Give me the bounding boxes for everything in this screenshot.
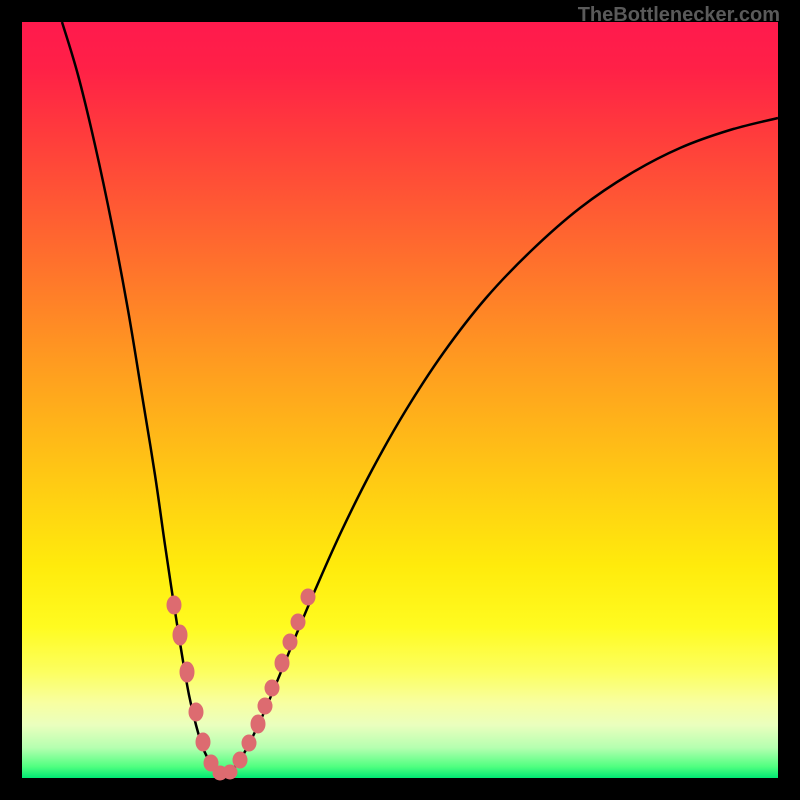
chart-svg <box>0 0 800 800</box>
watermark-text: TheBottlenecker.com <box>578 4 780 27</box>
marker-point <box>189 703 203 721</box>
marker-point <box>275 654 289 672</box>
marker-point <box>173 625 187 645</box>
marker-point <box>251 715 265 733</box>
marker-point <box>265 680 279 696</box>
gradient-background <box>22 22 778 778</box>
marker-point <box>242 735 256 751</box>
marker-point <box>233 752 247 768</box>
marker-point <box>291 614 305 630</box>
marker-point <box>167 596 181 614</box>
marker-point <box>180 662 194 682</box>
marker-point <box>283 634 297 650</box>
marker-point <box>223 765 237 779</box>
marker-point <box>196 733 210 751</box>
marker-point <box>301 589 315 605</box>
bottleneck-chart: TheBottlenecker.com <box>0 0 800 800</box>
marker-point <box>258 698 272 714</box>
